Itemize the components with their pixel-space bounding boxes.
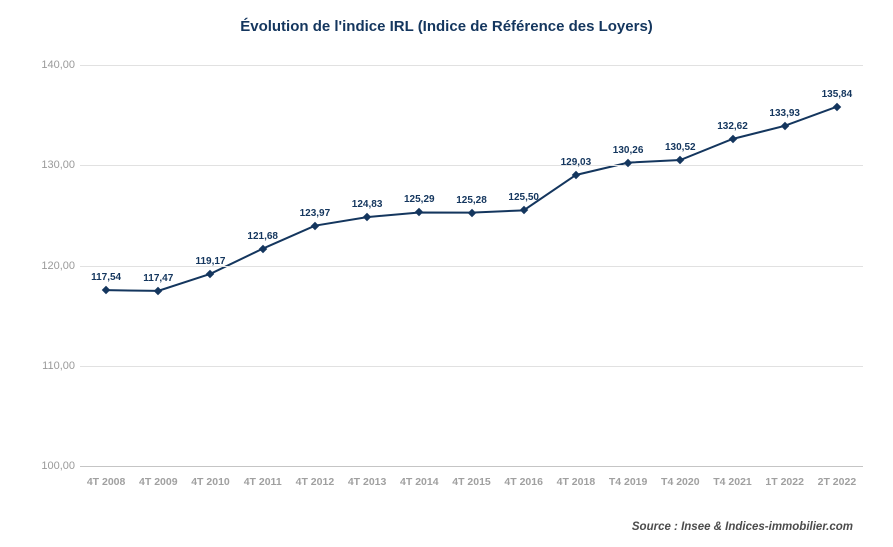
x-axis-label: 4T 2008 bbox=[87, 476, 126, 488]
y-gridline bbox=[80, 165, 863, 166]
data-label: 124,83 bbox=[352, 199, 383, 210]
x-axis-label: 2T 2022 bbox=[818, 476, 857, 488]
data-label: 123,97 bbox=[300, 208, 331, 219]
x-axis-label: 4T 2010 bbox=[191, 476, 230, 488]
x-axis-label: T4 2021 bbox=[713, 476, 752, 488]
plot-area: 100,00110,00120,00130,00140,004T 20084T … bbox=[80, 65, 863, 467]
y-axis-label: 100,00 bbox=[40, 460, 75, 472]
data-label: 129,03 bbox=[561, 157, 592, 168]
data-label: 135,84 bbox=[822, 89, 853, 100]
x-axis-label: 4T 2015 bbox=[452, 476, 491, 488]
data-label: 121,68 bbox=[247, 231, 278, 242]
data-label: 119,17 bbox=[195, 256, 225, 267]
chart-title: Évolution de l'indice IRL (Indice de Réf… bbox=[0, 18, 893, 35]
x-axis-label: T4 2019 bbox=[609, 476, 648, 488]
x-axis-label: 4T 2014 bbox=[400, 476, 439, 488]
y-axis-label: 120,00 bbox=[40, 260, 75, 272]
chart-source: Source : Insee & Indices-immobilier.com bbox=[632, 521, 853, 533]
data-label: 117,54 bbox=[91, 272, 121, 283]
data-label: 130,52 bbox=[665, 142, 696, 153]
data-label: 125,28 bbox=[456, 195, 487, 206]
x-axis-label: 4T 2012 bbox=[296, 476, 335, 488]
x-axis-label: T4 2020 bbox=[661, 476, 700, 488]
data-label: 132,62 bbox=[717, 121, 748, 132]
x-axis-label: 4T 2011 bbox=[244, 476, 282, 488]
y-axis-label: 130,00 bbox=[40, 159, 75, 171]
data-label: 117,47 bbox=[143, 273, 173, 284]
x-axis-label: 4T 2009 bbox=[139, 476, 178, 488]
chart-container: 100,00 110,00 120,00 130,00 140,00 4T 2008 4T … bbox=[40, 55, 863, 492]
x-axis-label: 4T 2016 bbox=[504, 476, 543, 488]
data-label: 125,29 bbox=[404, 194, 435, 205]
data-label: 125,50 bbox=[508, 192, 539, 203]
y-gridline bbox=[80, 65, 863, 66]
data-label: 133,93 bbox=[769, 108, 800, 119]
x-axis-label: 4T 2013 bbox=[348, 476, 387, 488]
y-axis-label: 140,00 bbox=[40, 59, 75, 71]
y-axis-label: 110,00 bbox=[40, 360, 75, 372]
y-gridline bbox=[80, 366, 863, 367]
x-axis-label: 1T 2022 bbox=[765, 476, 804, 488]
data-label: 130,26 bbox=[613, 145, 644, 156]
x-axis-label: 4T 2018 bbox=[557, 476, 596, 488]
